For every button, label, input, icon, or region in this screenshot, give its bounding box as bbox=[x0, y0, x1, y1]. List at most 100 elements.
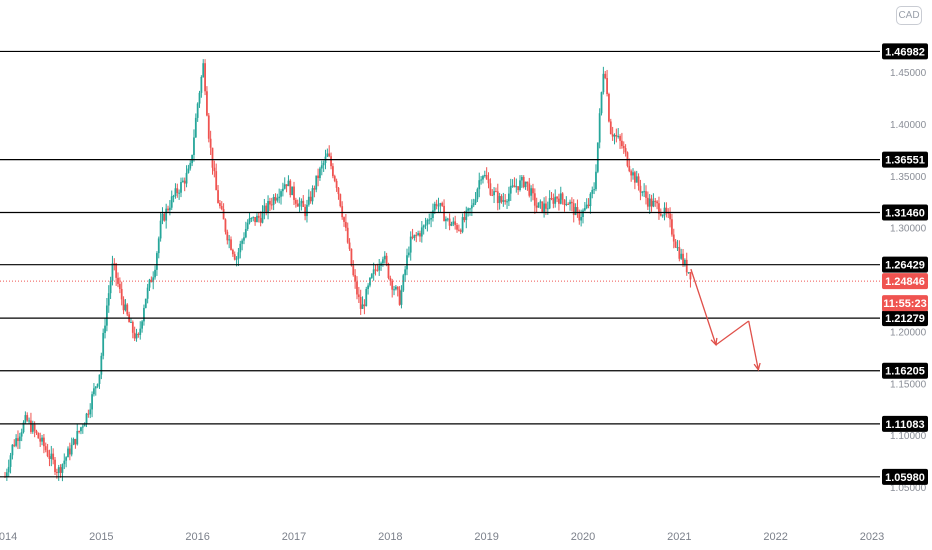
candle-body bbox=[487, 179, 490, 184]
candle-body bbox=[241, 240, 244, 244]
candle-body bbox=[435, 203, 438, 206]
candle-body bbox=[546, 208, 549, 210]
candle-body bbox=[55, 472, 58, 474]
candle-body bbox=[550, 198, 553, 200]
candle-body bbox=[17, 438, 19, 441]
y-tick-label: 1.45000 bbox=[890, 68, 927, 79]
candle-body bbox=[357, 294, 360, 298]
candle-body bbox=[259, 217, 262, 223]
candle-body bbox=[604, 73, 607, 79]
candle-body bbox=[196, 103, 199, 118]
candle-body bbox=[365, 289, 368, 307]
candle-body bbox=[552, 198, 555, 204]
candle-body bbox=[100, 355, 103, 375]
level-label: 1.05980 bbox=[885, 472, 925, 484]
candle-body bbox=[608, 94, 610, 122]
candle-body bbox=[465, 210, 468, 221]
candle-body bbox=[637, 176, 640, 186]
candle-body bbox=[463, 217, 466, 221]
candle-body bbox=[393, 289, 395, 291]
level-label: 1.31460 bbox=[885, 207, 925, 219]
candle-body bbox=[517, 186, 520, 191]
level-label: 1.21279 bbox=[885, 313, 925, 325]
candle-body bbox=[509, 185, 512, 194]
candle-body bbox=[413, 234, 416, 238]
candle-body bbox=[596, 142, 599, 172]
candle-body bbox=[369, 277, 371, 286]
candle-body bbox=[289, 180, 292, 196]
candle-body bbox=[674, 241, 677, 248]
candle-body bbox=[406, 255, 408, 270]
candle-body bbox=[530, 188, 533, 196]
candle-body bbox=[257, 215, 260, 218]
candle-body bbox=[235, 258, 238, 260]
candle-body bbox=[150, 279, 153, 283]
candle-body bbox=[572, 203, 575, 215]
candle-body bbox=[141, 321, 143, 329]
candle-body bbox=[157, 238, 160, 254]
projection-arrows[interactable] bbox=[690, 268, 761, 372]
candle-body bbox=[109, 280, 112, 294]
candle-body bbox=[574, 207, 577, 215]
current-price-label: 1.24846 bbox=[885, 276, 925, 288]
candle-body bbox=[283, 184, 286, 189]
candle-body bbox=[585, 204, 588, 209]
candle-body bbox=[496, 191, 499, 204]
candle-body bbox=[43, 437, 45, 447]
candle-body bbox=[645, 191, 647, 198]
candle-body bbox=[630, 171, 633, 176]
candle-body bbox=[576, 207, 579, 212]
candle-body bbox=[430, 218, 432, 220]
candle-body bbox=[250, 218, 253, 220]
candle-body bbox=[563, 199, 566, 205]
candle-body bbox=[452, 221, 455, 225]
candle-body bbox=[72, 438, 75, 445]
candle-body bbox=[130, 321, 132, 323]
current-price-box bbox=[882, 273, 928, 290]
candle-body bbox=[185, 172, 188, 184]
candle-body bbox=[470, 205, 473, 209]
candle-body bbox=[341, 206, 344, 218]
candle-body bbox=[461, 217, 464, 232]
candle-body bbox=[274, 196, 277, 201]
support-resistance-levels[interactable]: 1.46982 1.36551 1.31460 1.26429 1.21279 1.162… bbox=[0, 43, 928, 485]
x-tick-label: 2020 bbox=[571, 531, 595, 543]
candle-body bbox=[178, 192, 181, 194]
candle-body bbox=[578, 211, 581, 221]
candle-body bbox=[595, 171, 597, 190]
candle-body bbox=[507, 193, 510, 202]
candle-body bbox=[198, 92, 201, 104]
x-tick-label: 2018 bbox=[378, 531, 402, 543]
candle-body bbox=[491, 194, 494, 196]
candle-body bbox=[320, 165, 323, 169]
candle-body bbox=[669, 213, 671, 220]
candle-body bbox=[291, 186, 294, 196]
candle-body bbox=[658, 203, 660, 214]
candle-body bbox=[233, 254, 236, 260]
candle-body bbox=[174, 188, 177, 196]
candle-body bbox=[489, 183, 492, 195]
candle-body bbox=[28, 420, 30, 422]
candle-body bbox=[35, 430, 38, 434]
candle-body bbox=[107, 293, 110, 306]
candle-body bbox=[87, 413, 90, 415]
candle-body bbox=[89, 409, 92, 415]
candle-body bbox=[278, 196, 281, 199]
candle-body bbox=[24, 415, 27, 423]
candle-body bbox=[302, 200, 305, 207]
candle-body bbox=[376, 269, 379, 271]
candle-body bbox=[543, 203, 545, 212]
candle-body bbox=[7, 466, 10, 473]
candle-body bbox=[352, 265, 355, 276]
candle-body bbox=[539, 201, 542, 203]
candle-body bbox=[126, 304, 129, 315]
candle-body bbox=[417, 233, 420, 236]
currency-badge[interactable]: CAD bbox=[896, 6, 922, 25]
candle-body bbox=[181, 180, 184, 183]
candle-body bbox=[611, 134, 614, 137]
candle-body bbox=[583, 208, 586, 211]
candle-body bbox=[11, 444, 14, 456]
candle-body bbox=[402, 275, 405, 291]
candle-body bbox=[30, 420, 32, 432]
